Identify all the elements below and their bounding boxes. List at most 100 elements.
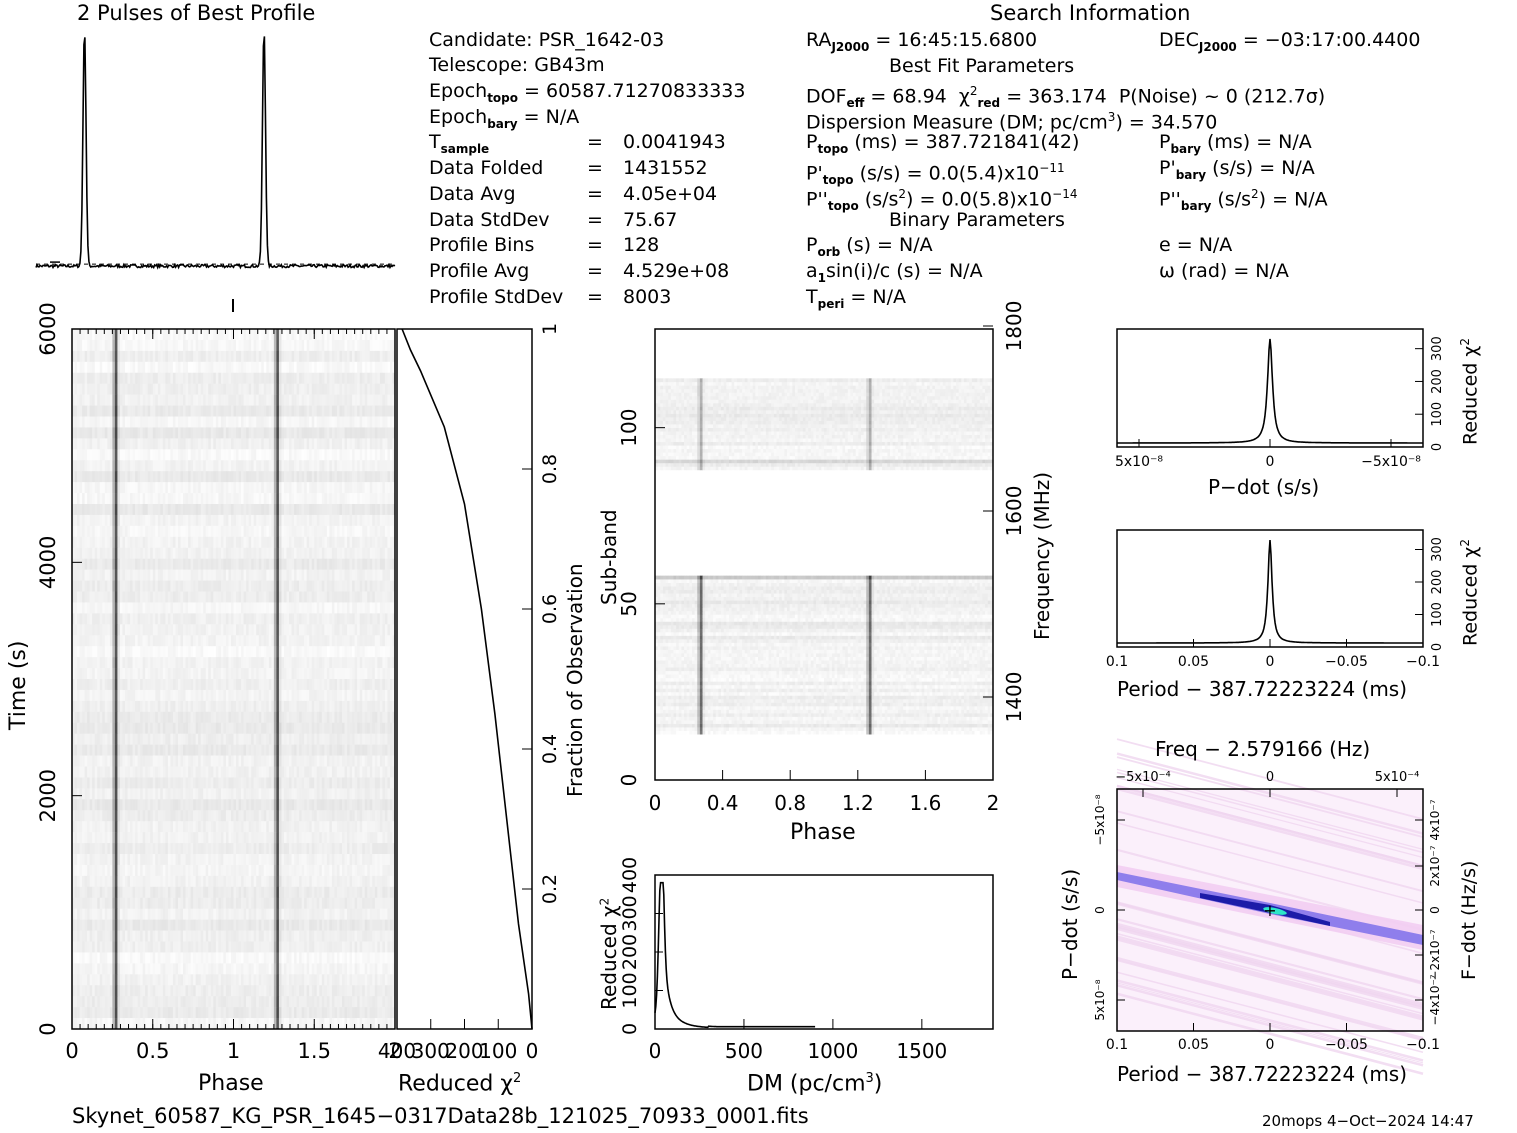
heat-cell bbox=[258, 657, 262, 669]
heat-cell bbox=[215, 460, 219, 472]
heat-cell bbox=[379, 547, 383, 559]
heat-cell bbox=[286, 668, 290, 680]
heat-cell bbox=[208, 329, 212, 341]
heat-cell bbox=[198, 361, 201, 374]
heat-cell bbox=[170, 372, 174, 384]
heat-cell bbox=[188, 558, 191, 570]
heat-cell bbox=[299, 711, 302, 724]
heat-cell bbox=[246, 569, 249, 581]
heat-cell bbox=[276, 580, 280, 592]
heat-cell bbox=[119, 525, 123, 538]
heat-cell bbox=[97, 613, 101, 625]
heat-cell bbox=[316, 668, 320, 680]
heat-cell bbox=[336, 493, 340, 505]
heat-cell bbox=[352, 361, 355, 374]
heat-cell bbox=[82, 449, 85, 461]
heat-cell bbox=[359, 744, 363, 756]
heat-cell bbox=[273, 471, 277, 483]
heat-cell bbox=[354, 416, 358, 428]
heat-cell bbox=[114, 514, 118, 527]
heat-cell bbox=[326, 711, 330, 724]
heat-cell bbox=[246, 405, 249, 417]
heat-cell bbox=[359, 493, 363, 505]
heat-cell bbox=[155, 339, 159, 352]
heat-cell bbox=[374, 558, 378, 570]
heat-cell bbox=[117, 635, 121, 647]
heat-cell bbox=[238, 482, 242, 494]
heat-cell bbox=[314, 744, 318, 756]
heat-cell bbox=[177, 394, 181, 406]
heat-cell bbox=[104, 733, 108, 745]
heat-cell bbox=[309, 744, 313, 756]
heat-cell bbox=[278, 427, 282, 439]
heat-cell bbox=[157, 514, 161, 527]
heat-cell bbox=[84, 668, 88, 680]
heat-cell bbox=[289, 339, 292, 352]
heat-cell bbox=[243, 493, 247, 505]
heat-cell bbox=[99, 624, 103, 636]
heat-cell bbox=[276, 668, 280, 680]
heat-cell bbox=[314, 405, 318, 417]
heat-cell bbox=[193, 427, 196, 439]
heat-cell bbox=[142, 329, 146, 341]
heat-cell bbox=[271, 394, 275, 406]
heat-cell bbox=[230, 350, 234, 363]
heat-cell bbox=[152, 547, 156, 559]
heat-cell bbox=[225, 733, 229, 745]
heat-cell bbox=[165, 493, 169, 505]
heat-cell bbox=[336, 339, 340, 352]
heat-cell bbox=[281, 722, 285, 734]
heat-cell bbox=[107, 711, 111, 724]
heat-cell bbox=[112, 624, 116, 636]
heat-cell bbox=[140, 493, 143, 505]
heat-cell bbox=[369, 460, 373, 472]
heat-cell bbox=[311, 394, 315, 406]
heat-cell bbox=[198, 602, 201, 614]
heat-cell bbox=[177, 613, 181, 625]
heat-cell bbox=[342, 416, 345, 428]
heat-cell bbox=[114, 525, 118, 538]
heat-cell bbox=[236, 679, 239, 691]
heat-cell bbox=[77, 361, 80, 374]
heat-cell bbox=[387, 383, 391, 395]
heat-cell bbox=[299, 580, 302, 592]
heat-cell bbox=[223, 471, 227, 483]
heat-cell bbox=[190, 471, 194, 483]
heat-cell bbox=[324, 679, 328, 691]
heat-cell bbox=[352, 613, 355, 625]
heat-cell bbox=[140, 722, 143, 734]
heat-cell bbox=[109, 514, 113, 527]
heat-cell bbox=[155, 460, 159, 472]
heat-cell bbox=[150, 536, 154, 549]
heat-cell bbox=[208, 504, 212, 516]
heat-cell bbox=[225, 700, 229, 713]
heat-cell bbox=[130, 689, 133, 702]
heat-cell bbox=[208, 679, 212, 691]
heat-cell bbox=[344, 547, 348, 559]
heat-cell bbox=[241, 394, 244, 406]
heat-cell bbox=[175, 460, 179, 472]
heat-cell bbox=[177, 668, 181, 680]
heat-cell bbox=[336, 733, 340, 745]
heat-cell bbox=[215, 613, 219, 625]
heat-cell bbox=[190, 668, 194, 680]
heat-cell bbox=[268, 493, 272, 505]
heat-cell bbox=[309, 361, 313, 374]
heat-cell bbox=[256, 624, 260, 636]
heat-cell bbox=[311, 722, 315, 734]
heat-cell bbox=[256, 733, 260, 745]
heat-cell bbox=[114, 744, 118, 756]
heat-cell bbox=[316, 427, 320, 439]
heat-cell bbox=[114, 558, 118, 570]
heat-cell bbox=[225, 416, 229, 428]
heat-cell bbox=[246, 361, 249, 374]
heat-cell bbox=[299, 416, 302, 428]
heat-cell bbox=[392, 329, 396, 341]
heat-cell bbox=[344, 361, 348, 374]
heat-cell bbox=[213, 635, 217, 647]
heat-cell bbox=[352, 602, 355, 614]
heat-cell bbox=[205, 547, 209, 559]
heat-cell bbox=[309, 329, 313, 341]
heat-cell bbox=[102, 383, 106, 395]
heat-cell bbox=[198, 547, 201, 559]
